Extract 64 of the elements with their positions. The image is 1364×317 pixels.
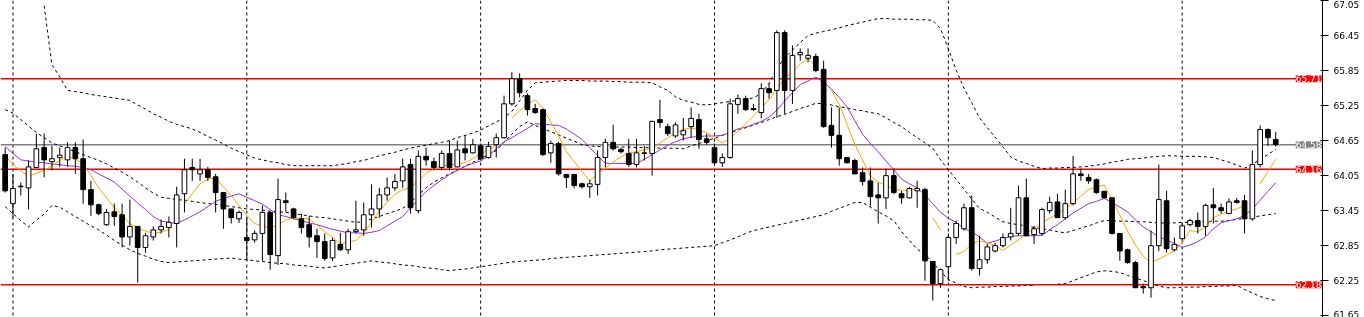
y-tick-label: 64.65 [1333,136,1360,147]
candlestick [384,176,390,202]
y-tick-label: 65.25 [1333,101,1360,112]
candlestick [88,180,94,217]
candlestick [657,99,663,129]
candlestick [836,106,843,167]
y-tick-label: 66.45 [1333,31,1360,42]
y-tick-label: 61.65 [1333,309,1360,317]
candlestick [392,173,398,192]
candlestick [282,192,289,213]
ref-line-label: 64.16 [1295,164,1322,175]
candlestick [41,133,47,178]
candlestick [524,92,531,117]
y-tick-label: 65.85 [1333,66,1360,77]
candlestick [688,106,694,139]
candlestick [493,133,500,159]
candlestick [976,235,983,276]
candlestick [368,183,375,229]
candlestick [166,216,172,239]
candlestick [813,53,819,73]
candlestick [423,147,429,167]
candlestick [462,134,468,161]
y-tick-label: 67.05 [1333,0,1360,10]
candlestick [376,187,383,219]
ref-line-label: 64.58 [1295,140,1322,151]
candlestick [883,168,889,210]
candlestick [1117,232,1123,262]
candlestick [181,158,188,213]
candlestick [314,228,320,259]
candlestick [961,203,967,232]
candlestick [953,220,959,245]
y-tick-label: 64.05 [1333,171,1360,182]
y-tick-label: 63.45 [1333,206,1360,217]
candlestick [321,232,328,262]
candlestick [805,47,811,63]
candlestick [586,179,593,199]
ref-line-label: 65.71 [1295,74,1322,85]
candlestick [1265,127,1271,147]
candlestick [625,138,632,168]
candlestick [399,158,406,189]
candlestick [914,180,921,209]
candlestick [197,158,203,182]
candlestick [696,113,702,150]
candlestick [49,145,55,171]
candlestick [127,199,133,247]
candlestick [1062,189,1069,220]
candlestick [890,168,897,195]
candlestick [766,82,772,100]
candlestick [937,267,944,289]
candlestick [516,72,523,98]
y-tick-label: 62.25 [1333,276,1360,287]
ref-line-label: 62.18 [1295,280,1322,291]
candlestick [610,124,617,152]
candlestick [454,140,461,168]
candlestick [189,158,196,182]
candlestick [345,228,351,255]
candlestick [158,218,164,234]
candlestick [111,203,118,227]
candlestick [56,147,63,168]
candlestick [735,93,741,115]
y-tick-label: 62.85 [1333,241,1360,252]
candlestick [984,243,991,265]
candlestick [758,82,765,119]
candlestick [547,140,554,164]
